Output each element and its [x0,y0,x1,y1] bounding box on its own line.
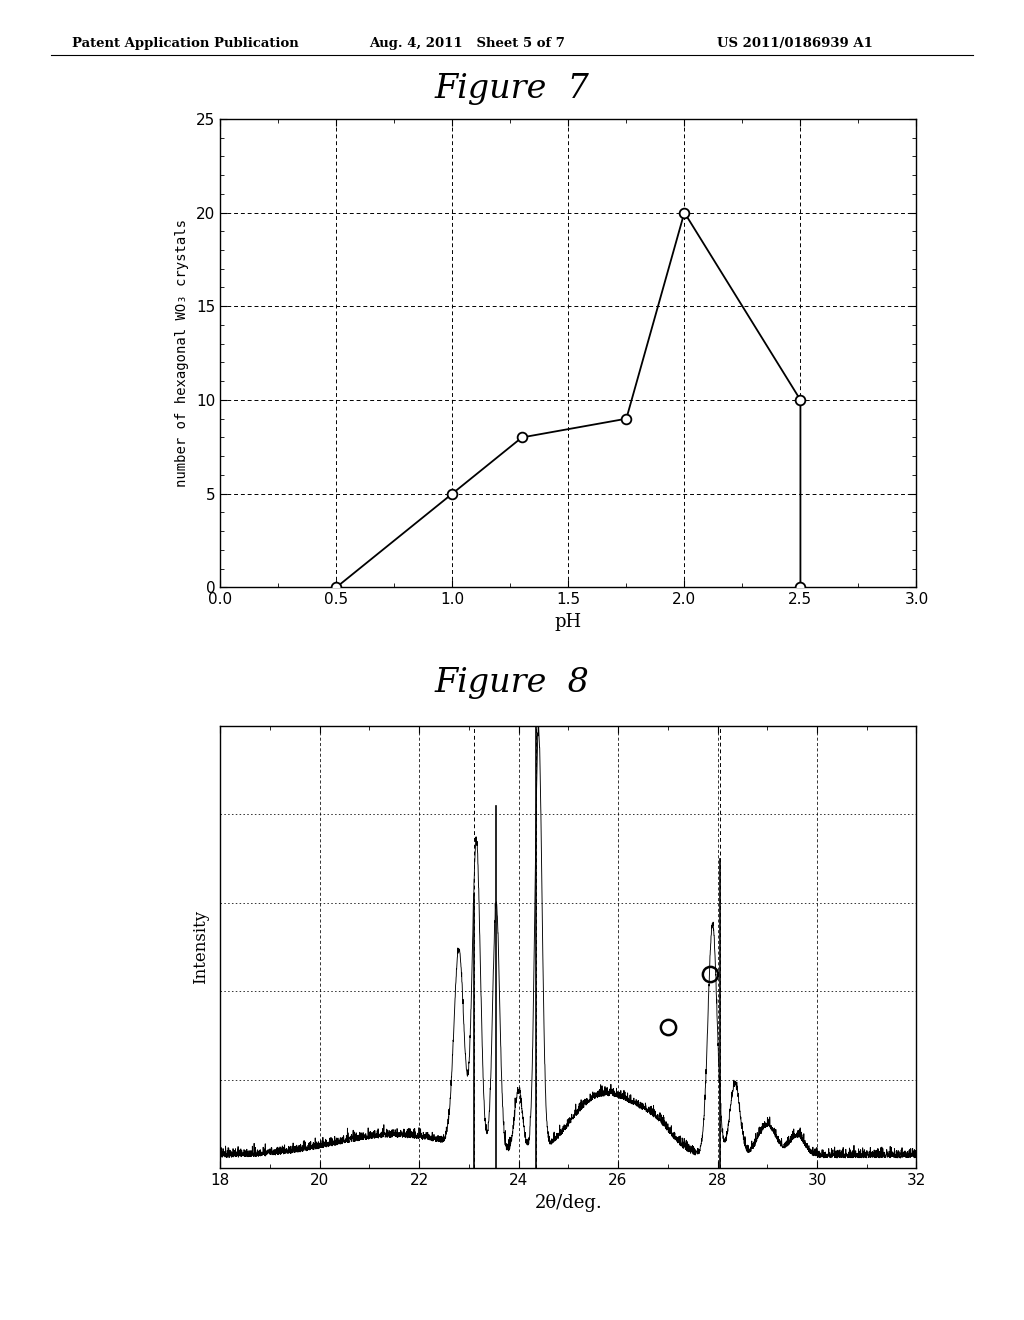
Text: Patent Application Publication: Patent Application Publication [72,37,298,50]
Text: Figure  7: Figure 7 [434,73,590,104]
Text: US 2011/0186939 A1: US 2011/0186939 A1 [717,37,872,50]
X-axis label: 2θ/deg.: 2θ/deg. [535,1193,602,1212]
Y-axis label: number of hexagonal WO₃ crystals: number of hexagonal WO₃ crystals [175,219,189,487]
Y-axis label: Intensity: Intensity [193,909,209,985]
X-axis label: pH: pH [555,612,582,631]
Text: Aug. 4, 2011   Sheet 5 of 7: Aug. 4, 2011 Sheet 5 of 7 [369,37,564,50]
Text: Figure  8: Figure 8 [434,667,590,698]
